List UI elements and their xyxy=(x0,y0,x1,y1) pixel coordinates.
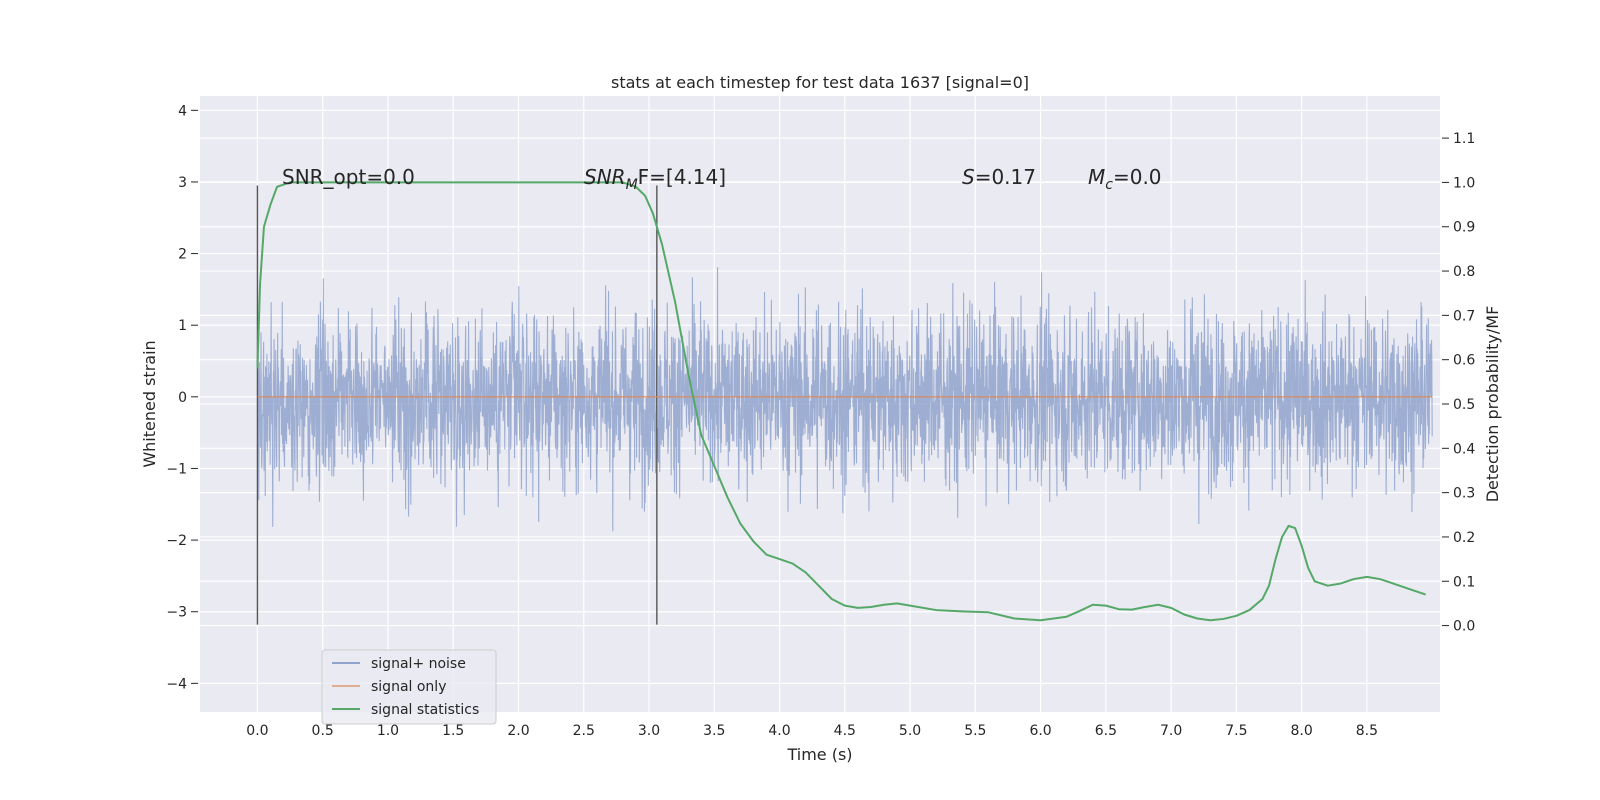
snr-opt-annotation: SNR_opt=0.0 xyxy=(282,165,415,189)
x-tick-label: 8.5 xyxy=(1356,723,1378,739)
y-tick-label: 2 xyxy=(178,247,187,263)
y-axis-ticks: 4 3 2 1 0 −1 −2 −3 −4 xyxy=(166,103,198,692)
y2-tick-label: 1.1 xyxy=(1453,131,1475,147)
x-tick-label: 0.0 xyxy=(246,723,268,739)
mc-annotation: Mc=0.0 xyxy=(1088,165,1162,193)
y2-tick-label: 0.3 xyxy=(1453,486,1475,502)
y-tick-label: 0 xyxy=(178,390,187,406)
y2-tick-label: 0.1 xyxy=(1453,574,1475,590)
y2-tick-label: 0.9 xyxy=(1453,220,1475,236)
legend-label-signal-noise: signal+ noise xyxy=(371,656,466,672)
signal-statistics-line xyxy=(256,181,1426,622)
signal-noise-series xyxy=(256,267,1433,532)
signal-statistics-series xyxy=(256,181,1426,622)
snr-mf-value: F=[4.14] xyxy=(638,165,726,189)
y-tick-label: 1 xyxy=(178,318,187,334)
s-name: S xyxy=(962,165,975,189)
y-tick-label: 4 xyxy=(178,103,187,119)
vertical-markers xyxy=(256,185,658,625)
s-annotation: S=0.17 xyxy=(962,165,1036,189)
legend-label-signal-only: signal only xyxy=(371,679,446,695)
mc-name: M xyxy=(1088,165,1105,189)
y-tick-label: −4 xyxy=(166,676,187,692)
x-tick-label: 1.0 xyxy=(377,723,399,739)
x-tick-label: 6.5 xyxy=(1095,723,1117,739)
x-tick-label: 7.5 xyxy=(1225,723,1247,739)
x-tick-label: 2.5 xyxy=(573,723,595,739)
x-tick-label: 8.0 xyxy=(1291,723,1313,739)
x-tick-label: 2.0 xyxy=(507,723,529,739)
y2-tick-label: 0.6 xyxy=(1453,353,1475,369)
chart-title: stats at each timestep for test data 163… xyxy=(611,73,1029,92)
x-tick-label: 0.5 xyxy=(312,723,334,739)
x-tick-label: 3.0 xyxy=(638,723,660,739)
x-tick-label: 4.0 xyxy=(768,723,790,739)
y2-tick-label: 0.8 xyxy=(1453,264,1475,280)
x-tick-label: 3.5 xyxy=(703,723,725,739)
x-tick-label: 5.5 xyxy=(964,723,986,739)
signal-noise-line xyxy=(256,267,1433,532)
y-tick-label: 3 xyxy=(178,175,187,191)
y2-tick-label: 0.7 xyxy=(1453,308,1475,324)
x-tick-label: 6.0 xyxy=(1029,723,1051,739)
legend: signal+ noise signal only signal statist… xyxy=(321,649,497,725)
y2-tick-label: 0.0 xyxy=(1453,619,1475,635)
x-tick-label: 7.0 xyxy=(1160,723,1182,739)
y2-tick-label: 0.2 xyxy=(1453,530,1475,546)
snr-mf-annotation: SNRMF=[4.14] xyxy=(584,165,726,193)
legend-label-signal-statistics: signal statistics xyxy=(371,702,479,718)
y2-axis-label: Detection probability/MF xyxy=(1483,306,1502,503)
snr-mf-name: SNR xyxy=(584,165,626,189)
mc-subscript: c xyxy=(1105,177,1113,193)
y2-tick-label: 1.0 xyxy=(1453,175,1475,191)
snr-mf-subscript: M xyxy=(626,177,638,193)
y2-tick-label: 0.5 xyxy=(1453,397,1475,413)
y2-tick-label: 0.4 xyxy=(1453,441,1475,457)
x-axis-ticks: 0.0 0.5 1.0 1.5 2.0 2.5 3.0 3.5 4.0 4.5 5.0 5.5 6.0 6… xyxy=(246,723,1378,739)
y2-axis-ticks: 1.1 1.0 0.9 0.8 0.7 0.6 0.5 0.4 0.3 0.2 0.1 0.0 xyxy=(1442,131,1475,635)
x-axis-label: Time (s) xyxy=(786,745,852,764)
x-tick-label: 5.0 xyxy=(899,723,921,739)
x-tick-label: 4.5 xyxy=(834,723,856,739)
legend-box xyxy=(321,649,497,725)
y-tick-label: −3 xyxy=(166,605,187,621)
s-value: =0.17 xyxy=(975,165,1036,189)
y-tick-label: −1 xyxy=(166,461,187,477)
y-tick-label: −2 xyxy=(166,533,187,549)
x-tick-label: 1.5 xyxy=(442,723,464,739)
y-axis-label: Whitened strain xyxy=(140,340,159,467)
mc-value: =0.0 xyxy=(1113,165,1162,189)
